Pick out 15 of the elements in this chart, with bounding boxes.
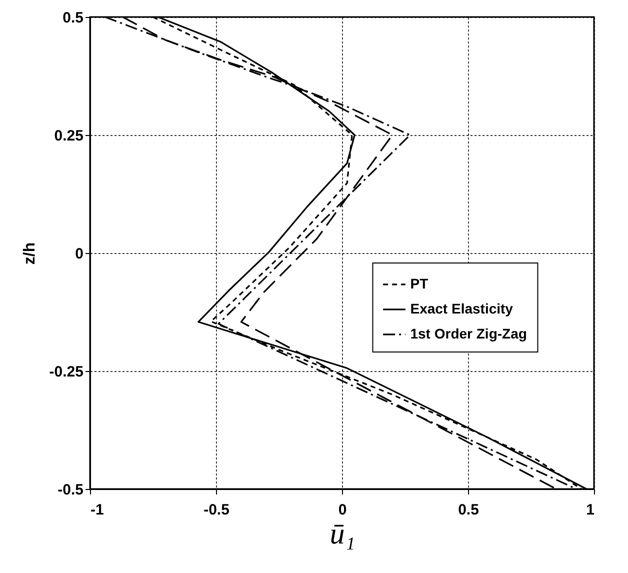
y-tick-label: -0.5	[58, 482, 84, 498]
x-tick-label: 0	[338, 502, 347, 518]
legend-label: Exact Elasticity	[410, 300, 514, 316]
x-tick-label: -0.5	[204, 502, 230, 518]
y-tick-label: 0	[75, 246, 84, 262]
x-axis-title: ū₁	[330, 518, 356, 550]
x-tick-label: 1	[586, 502, 594, 518]
y-axis-title: z/h	[21, 242, 38, 265]
x-tick-label: 0.5	[458, 502, 479, 518]
y-tick-label: -0.25	[49, 364, 84, 380]
y-tick-label: 0.5	[62, 10, 84, 26]
y-tick-label: 0.25	[54, 128, 84, 144]
x-tick-label: -1	[90, 502, 104, 518]
legend-label: 1st Order Zig-Zag	[410, 325, 527, 342]
legend-label: PT	[410, 275, 429, 292]
